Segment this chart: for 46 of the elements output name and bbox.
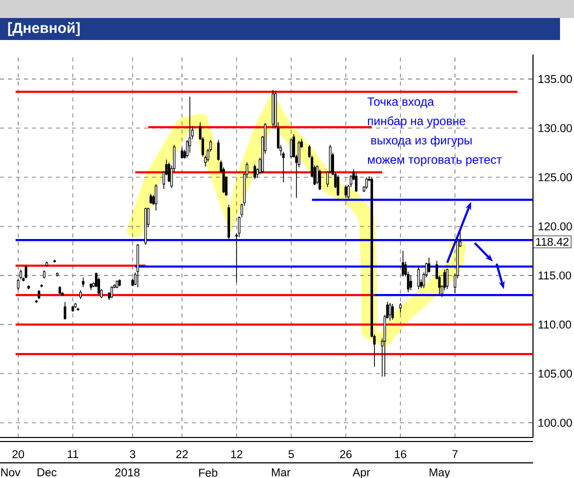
x-tick-label: 22 [176,450,188,458]
candlestick [410,275,412,291]
candlestick [399,302,402,314]
candlestick [391,304,394,320]
annotation: Точка входа [367,98,434,108]
y-tick-label: 110.00 [538,320,572,329]
x-tick-label: 11 [68,450,78,458]
x-tick-label: 16 [394,450,406,458]
x2-tick-label: 2018 [115,468,140,476]
x-tick-label: 26 [340,450,352,458]
candlestick [318,168,322,190]
x-tick-label: 20 [12,450,24,458]
x2-tick-label: Nov [1,468,20,476]
x2-tick-label: Dec [38,468,57,476]
candlestick [344,184,348,198]
y-tick-label: 130.00 [538,124,572,132]
x2-tick-label: Feb [199,468,218,477]
candlestick [365,176,368,190]
y-tick-label: 135.00 [538,75,572,84]
x2-tick-label: Mar [272,468,290,476]
candlestick [446,268,448,290]
candlestick [290,138,292,159]
candlestick [354,172,358,192]
y-tick-label: 125.00 [538,173,572,182]
candlestick [110,286,114,298]
candlestick [82,277,84,288]
y-tick-label: 120.00 [538,222,572,230]
candlestick [254,164,256,180]
annotation: можем торговать ретест [368,157,502,166]
x-tick-label: 5 [288,450,294,458]
chart-title: [Дневной] [8,22,80,36]
x-tick-label: 7 [452,450,458,458]
x-tick-label: 3 [130,450,136,458]
y-tick-label: 100.00 [538,418,572,427]
annotation: выхода из фигуры [371,136,472,147]
y-tick-label: 105.00 [538,370,572,378]
candlestick [217,140,220,161]
candlestick [150,194,152,204]
annotation: 118.42 [536,238,569,246]
annotation: пинбар на уровне [368,116,466,128]
candlestick [417,265,420,290]
candlestick [16,278,20,291]
x-tick-label: 12 [231,450,242,458]
candlestick [188,96,192,154]
candlestick [20,269,22,280]
y-tick-label: 115.00 [538,271,572,280]
